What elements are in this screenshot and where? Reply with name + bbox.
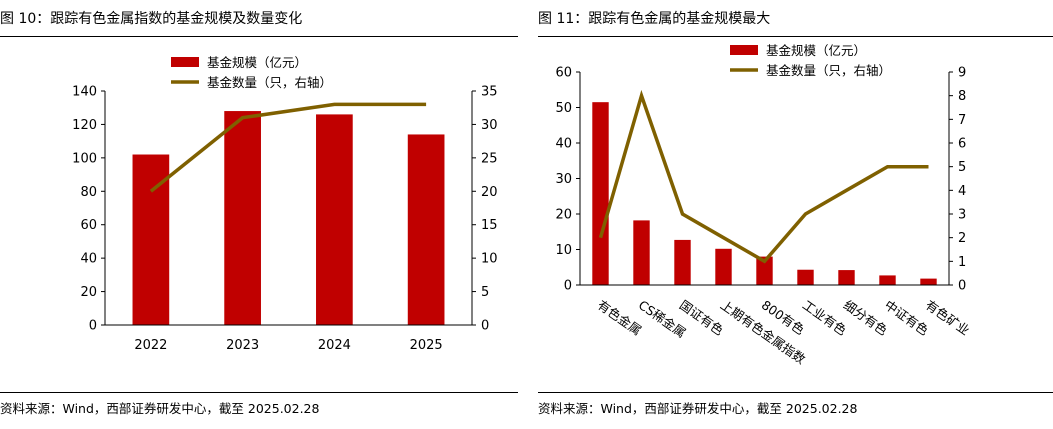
- bar: [633, 220, 650, 285]
- y-tick-label: 0: [564, 279, 572, 294]
- legend-label: 基金规模（亿元）: [766, 43, 866, 58]
- bar: [920, 278, 937, 285]
- bar: [797, 269, 814, 285]
- y2-tick-label: 4: [958, 184, 966, 199]
- y-tick-label: 50: [555, 101, 572, 116]
- y2-tick-label: 15: [481, 218, 498, 233]
- y2-tick-label: 3: [958, 208, 966, 223]
- y-tick-label: 30: [555, 172, 572, 187]
- y2-tick-label: 2: [958, 231, 966, 246]
- y2-tick-label: 25: [481, 151, 498, 166]
- title-rule: [0, 36, 518, 37]
- y2-tick-label: 20: [481, 185, 498, 200]
- x-tick-label: 2025: [410, 338, 443, 353]
- legend-label: 基金数量（只，右轴）: [207, 75, 332, 90]
- bar: [838, 270, 855, 285]
- y-tick-label: 10: [555, 243, 572, 258]
- line-series: [149, 102, 427, 193]
- y-tick-label: 140: [72, 85, 97, 100]
- y-tick-label: 60: [555, 66, 572, 81]
- legend-label: 基金规模（亿元）: [207, 55, 307, 70]
- chart-title: 图 11：跟踪有色金属的基金规模最大: [538, 11, 771, 27]
- bar: [756, 256, 773, 285]
- chart-svg: 01020304050600123456789有色金属CS稀金属国证有色上期有色…: [555, 43, 973, 367]
- bar: [407, 134, 445, 325]
- chart-panel-right: 图 11：跟踪有色金属的基金规模最大 0 10 20 30 40 50 60 0 1 2 3 4 5 6 7…: [530, 0, 1053, 429]
- x-tick-label: 工业有色: [800, 297, 850, 338]
- x-tick-label: 细分有色: [841, 297, 891, 338]
- legend-swatch-bar: [171, 57, 199, 67]
- source-rule: [538, 392, 1053, 393]
- y-tick-label: 60: [80, 218, 97, 233]
- bar: [316, 114, 353, 326]
- y-tick-label: 40: [555, 137, 572, 152]
- bar: [715, 248, 732, 285]
- x-tick-label: 有色矿业: [923, 297, 973, 338]
- y-tick-label: 20: [555, 208, 572, 223]
- y2-tick-label: 7: [958, 113, 966, 128]
- y2-tick-label: 6: [958, 137, 966, 152]
- chart-panel-left: 图 10：跟踪有色金属指数的基金规模及数量变化 0 20 40 60 80 100 120 1…: [0, 0, 520, 429]
- x-tick-label: 2022: [134, 338, 167, 353]
- y-tick-label: 120: [72, 118, 97, 133]
- y-tick-label: 0: [89, 319, 97, 334]
- legend-label: 基金数量（只，右轴）: [766, 63, 891, 78]
- bar: [592, 102, 609, 285]
- y-tick-label: 100: [72, 151, 97, 166]
- y2-tick-label: 1: [958, 255, 966, 270]
- chart-title: 图 10：跟踪有色金属指数的基金规模及数量变化: [0, 11, 303, 27]
- y-tick-label: 20: [80, 285, 97, 300]
- title-rule: [538, 36, 1053, 37]
- bar: [224, 111, 261, 325]
- x-tick-label: 2024: [318, 338, 351, 353]
- bar: [879, 275, 896, 285]
- y2-tick-label: 5: [481, 285, 489, 300]
- y2-tick-label: 8: [958, 89, 966, 104]
- bar: [674, 239, 691, 285]
- y2-tick-label: 5: [958, 160, 966, 175]
- x-tick-label: 有色金属: [595, 297, 645, 338]
- chart-source: 资料来源：Wind，西部证券研发中心，截至 2025.02.28: [0, 401, 320, 416]
- legend-swatch-bar: [730, 45, 758, 55]
- y-tick-label: 40: [80, 252, 97, 267]
- chart-source: 资料来源：Wind，西部证券研发中心，截至 2025.02.28: [538, 401, 858, 416]
- source-rule: [0, 392, 518, 393]
- y-tick-label: 80: [80, 185, 97, 200]
- y2-tick-label: 0: [481, 319, 489, 334]
- y2-tick-label: 9: [958, 66, 966, 81]
- x-tick-label: 2023: [226, 338, 259, 353]
- y2-tick-label: 0: [958, 279, 966, 294]
- y2-tick-label: 30: [481, 118, 498, 133]
- y2-tick-label: 10: [481, 252, 498, 267]
- x-tick-label: 中证有色: [882, 297, 932, 338]
- line-series: [598, 89, 929, 264]
- y2-tick-label: 35: [481, 85, 498, 100]
